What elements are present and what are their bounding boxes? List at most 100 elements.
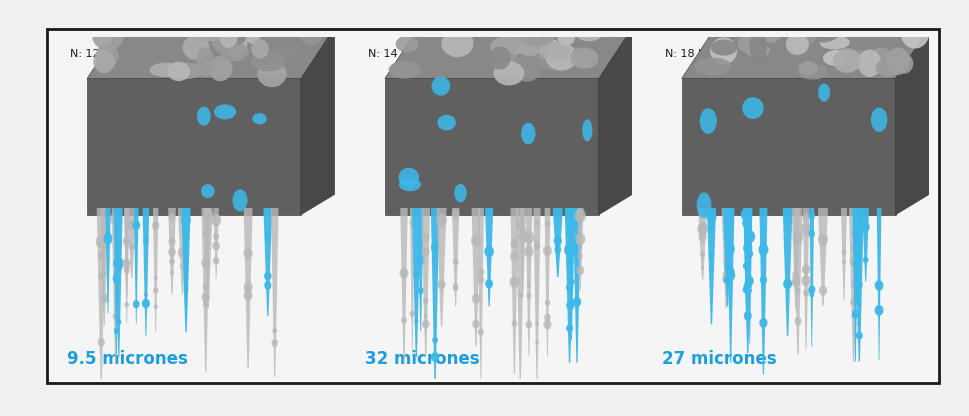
Polygon shape [510, 208, 517, 374]
Circle shape [544, 220, 549, 227]
Ellipse shape [525, 40, 548, 60]
Circle shape [453, 284, 458, 291]
Circle shape [874, 305, 883, 316]
Circle shape [567, 243, 575, 253]
Polygon shape [113, 208, 119, 354]
Circle shape [525, 320, 532, 329]
Circle shape [205, 226, 210, 233]
Circle shape [153, 304, 158, 309]
Ellipse shape [819, 35, 849, 50]
Circle shape [723, 231, 731, 240]
Circle shape [102, 240, 107, 246]
Ellipse shape [581, 119, 592, 141]
Circle shape [203, 230, 208, 238]
Circle shape [453, 285, 457, 290]
Circle shape [554, 248, 560, 254]
Text: N: 14 hrs: N: 14 hrs [367, 50, 419, 59]
Circle shape [123, 237, 130, 246]
Circle shape [182, 218, 190, 228]
Polygon shape [213, 208, 219, 279]
Ellipse shape [133, 58, 165, 74]
Circle shape [818, 286, 827, 295]
Circle shape [722, 270, 729, 278]
Circle shape [566, 324, 573, 332]
Circle shape [791, 275, 799, 285]
Circle shape [701, 266, 703, 270]
Circle shape [726, 267, 734, 277]
Ellipse shape [557, 30, 575, 46]
Circle shape [783, 214, 791, 224]
Circle shape [211, 214, 221, 226]
Polygon shape [533, 208, 540, 382]
Circle shape [109, 212, 121, 225]
Ellipse shape [900, 18, 928, 49]
Polygon shape [743, 208, 748, 310]
Circle shape [100, 293, 109, 303]
Text: 9.5 micrones: 9.5 micrones [67, 350, 188, 368]
Circle shape [554, 246, 560, 253]
Circle shape [740, 208, 751, 221]
Ellipse shape [574, 48, 598, 69]
Circle shape [726, 270, 735, 281]
Polygon shape [418, 208, 423, 331]
Circle shape [747, 288, 751, 293]
Circle shape [745, 250, 752, 258]
Polygon shape [567, 208, 575, 340]
Circle shape [523, 231, 534, 244]
Circle shape [153, 287, 158, 294]
Polygon shape [400, 208, 407, 363]
Circle shape [855, 282, 859, 287]
Circle shape [758, 243, 767, 256]
Circle shape [802, 289, 808, 297]
Circle shape [743, 311, 751, 321]
Circle shape [271, 339, 278, 347]
Ellipse shape [490, 51, 517, 69]
Ellipse shape [515, 35, 544, 56]
Circle shape [526, 283, 530, 288]
Polygon shape [817, 208, 828, 306]
Ellipse shape [709, 37, 736, 64]
Circle shape [183, 267, 188, 272]
Circle shape [99, 272, 104, 278]
Circle shape [180, 214, 191, 226]
Polygon shape [202, 208, 210, 372]
Circle shape [437, 280, 445, 290]
Circle shape [142, 237, 148, 244]
Circle shape [535, 341, 538, 345]
Circle shape [851, 310, 859, 319]
Ellipse shape [545, 43, 577, 71]
Circle shape [113, 328, 119, 334]
Polygon shape [791, 208, 799, 310]
Ellipse shape [804, 26, 837, 42]
Ellipse shape [197, 22, 222, 41]
Ellipse shape [539, 42, 569, 61]
Ellipse shape [251, 39, 268, 59]
Ellipse shape [233, 189, 247, 212]
Circle shape [122, 258, 131, 269]
Ellipse shape [785, 33, 808, 55]
Polygon shape [385, 27, 632, 78]
Polygon shape [114, 208, 123, 357]
Ellipse shape [96, 44, 119, 68]
Polygon shape [421, 208, 429, 356]
Polygon shape [848, 208, 858, 362]
Ellipse shape [710, 40, 736, 56]
Circle shape [523, 246, 533, 257]
Circle shape [104, 233, 112, 245]
Circle shape [741, 218, 749, 228]
Circle shape [99, 238, 109, 250]
Circle shape [723, 275, 731, 285]
Circle shape [153, 275, 158, 280]
Circle shape [759, 318, 766, 328]
Circle shape [707, 251, 713, 258]
Polygon shape [802, 208, 808, 350]
Circle shape [564, 243, 575, 257]
Text: 27 micrones: 27 micrones [661, 350, 776, 368]
Circle shape [430, 352, 439, 362]
Polygon shape [106, 208, 110, 313]
Ellipse shape [167, 62, 190, 81]
Circle shape [152, 221, 159, 230]
Circle shape [850, 281, 856, 287]
Circle shape [129, 220, 135, 228]
Circle shape [202, 292, 209, 302]
